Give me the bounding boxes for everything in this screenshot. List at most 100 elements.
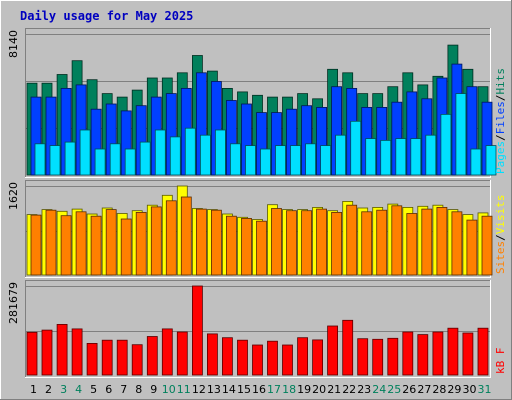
bar-pages <box>184 127 196 176</box>
panel-kbytes: 281679 kB F <box>7 280 507 378</box>
day-label: 25 <box>387 383 401 396</box>
bar-sites <box>481 215 493 276</box>
legend-entry: / <box>494 234 507 241</box>
bar-sites <box>105 209 117 276</box>
bar-sites <box>150 206 162 276</box>
bar-kb-f <box>56 323 68 376</box>
bar-pages <box>199 134 211 176</box>
legend-visits-sites: Sites/Visits <box>494 195 507 275</box>
bar-sites <box>421 208 433 276</box>
bar-kb-f <box>342 319 354 376</box>
bar-pages <box>350 120 362 176</box>
chart-panels: 8140Pages/Files/Hits1620Sites/Visits2816… <box>7 28 507 378</box>
legend-entry: Hits <box>494 68 507 95</box>
bar-sites <box>120 218 132 276</box>
bar-sites <box>451 211 463 276</box>
bar-pages <box>154 129 166 176</box>
bar-kb-f <box>221 337 233 376</box>
bar-pages <box>275 145 286 176</box>
bar-sites <box>210 209 222 276</box>
bar-kb-f <box>477 327 489 376</box>
bar-sites <box>271 208 282 276</box>
day-label: 3 <box>60 383 67 396</box>
bar-sites <box>331 211 343 276</box>
day-label: 20 <box>312 383 326 396</box>
bar-sites <box>406 213 418 276</box>
day-label: 24 <box>372 383 386 396</box>
bar-pages <box>455 93 467 176</box>
day-label: 17 <box>267 383 281 396</box>
day-label: 12 <box>192 383 206 396</box>
bar-kb-f <box>206 333 218 376</box>
bar-sites <box>30 214 42 276</box>
bar-sites <box>436 206 448 276</box>
bar-pages <box>245 145 256 176</box>
legend-entry: Pages <box>494 141 507 174</box>
day-label: 2 <box>45 383 52 396</box>
bar-kb-f <box>282 344 293 376</box>
bar-sites <box>75 211 87 276</box>
day-label: 13 <box>207 383 221 396</box>
y-max-label: 1620 <box>7 182 20 210</box>
bar-sites <box>361 211 373 276</box>
bar-pages <box>305 143 317 176</box>
panel-visits-sites: 1620 Sites/Visits <box>7 180 507 278</box>
legend-entry: Files <box>494 101 507 134</box>
bar-kb-f <box>71 328 83 376</box>
legend-kbytes: kB F <box>494 348 507 375</box>
bar-kb-f <box>237 339 248 376</box>
bar-sites <box>165 200 177 276</box>
bar-kb-f <box>191 285 203 376</box>
bar-sites <box>60 215 72 276</box>
day-label: 7 <box>120 383 127 396</box>
day-label: 15 <box>237 383 251 396</box>
bar-kb-f <box>252 344 263 376</box>
bar-kb-f <box>447 327 459 376</box>
legend-entry: / <box>494 134 507 141</box>
legend-entry: kB F <box>494 348 507 375</box>
bar-pages <box>395 138 407 176</box>
bar-kb-f <box>101 339 113 376</box>
y-max-label: 281679 <box>7 282 20 324</box>
bar-sites <box>225 215 237 276</box>
bar-pages <box>79 129 91 176</box>
bar-pages <box>229 143 241 176</box>
bar-pages <box>365 138 377 176</box>
bar-pages <box>109 143 121 176</box>
bar-pages <box>124 148 136 176</box>
legend-entry: Visits <box>494 195 507 235</box>
bar-kb-f <box>402 331 414 376</box>
day-label: 11 <box>177 383 191 396</box>
bar-kb-f <box>176 331 188 376</box>
day-label: 16 <box>252 383 266 396</box>
bar-kb-f <box>387 337 399 376</box>
bar-pages <box>214 129 226 176</box>
bar-pages <box>260 148 271 176</box>
day-label: 6 <box>105 383 112 396</box>
legend-entry: Sites <box>494 241 507 274</box>
bar-pages <box>380 139 392 176</box>
bar-sites <box>195 208 207 276</box>
bar-pages <box>335 134 347 176</box>
day-label: 21 <box>327 383 341 396</box>
bar-sites <box>256 220 267 276</box>
bar-kb-f <box>372 338 384 376</box>
bar-kb-f <box>297 337 309 376</box>
bar-pages <box>139 141 151 176</box>
bar-sites <box>346 204 358 276</box>
day-label: 18 <box>282 383 296 396</box>
bar-kb-f <box>116 339 128 376</box>
bar-pages <box>34 143 46 176</box>
bar-sites <box>316 208 328 276</box>
day-label: 26 <box>402 383 416 396</box>
day-label: 9 <box>150 383 157 396</box>
bar-kb-f <box>462 332 474 376</box>
day-label: 29 <box>447 383 461 396</box>
bar-kb-f <box>161 328 173 376</box>
bar-pages <box>425 134 437 176</box>
day-label: 28 <box>432 383 446 396</box>
bar-pages <box>64 141 76 176</box>
